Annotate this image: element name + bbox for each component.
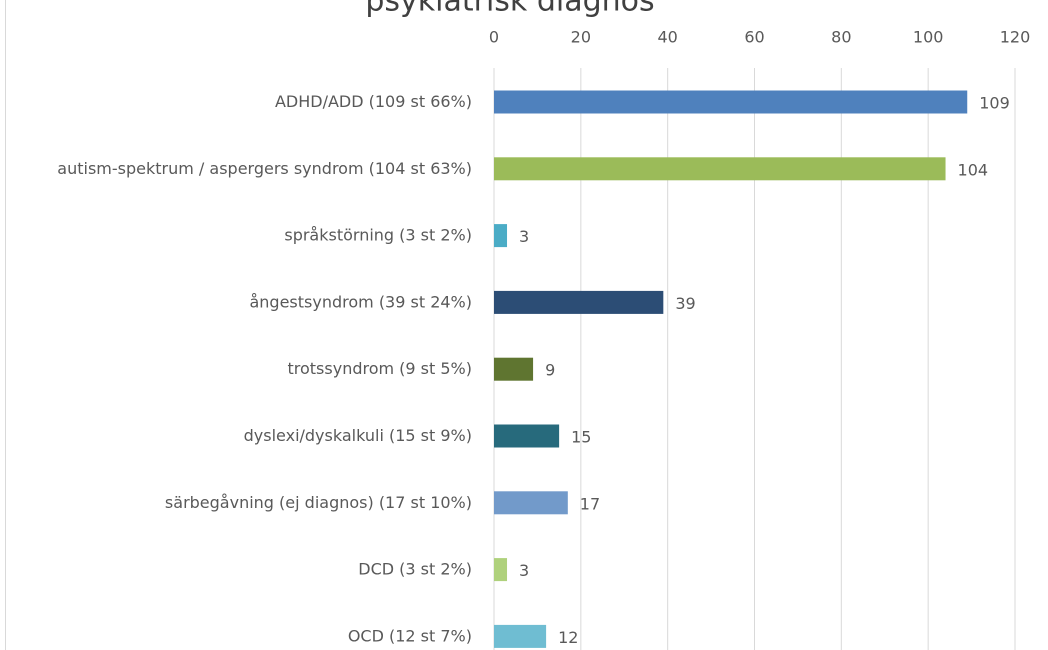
bar bbox=[494, 290, 664, 314]
x-tick-label: 60 bbox=[744, 28, 764, 47]
data-label: 3 bbox=[519, 227, 529, 246]
x-tick-label: 0 bbox=[489, 28, 499, 47]
bar bbox=[494, 424, 560, 448]
label-line: särbegåvning (ej diagnos) (17 st 10%) bbox=[165, 492, 472, 511]
bar bbox=[494, 90, 968, 114]
data-label: 15 bbox=[571, 428, 591, 447]
data-label: 39 bbox=[675, 294, 695, 313]
data-label: 109 bbox=[979, 94, 1010, 113]
x-tick-label: 20 bbox=[571, 28, 591, 47]
label-line: trotssyndrom (9 st 5%) bbox=[287, 359, 472, 378]
bar bbox=[494, 224, 508, 248]
label-line: ADHD/ADD (109 st 66%) bbox=[275, 92, 472, 111]
y-tick-label: OCD (12 st 7%) bbox=[348, 626, 472, 645]
y-tick-label: ADHD/ADD (109 st 66%) bbox=[275, 92, 472, 111]
y-tick-label: ångestsyndrom (39 st 24%) bbox=[249, 292, 472, 311]
data-label: 104 bbox=[958, 160, 989, 179]
y-tick-label: autism-spektrum / aspergers syndrom (104… bbox=[57, 158, 472, 177]
label-line: ångestsyndrom (39 st 24%) bbox=[249, 292, 472, 311]
bar bbox=[494, 357, 534, 381]
label-line: språkstörning (3 st 2%) bbox=[284, 225, 472, 244]
y-tick-label: dyslexi/dyskalkuli (15 st 9%) bbox=[244, 426, 472, 445]
x-tick-label: 120 bbox=[1000, 28, 1031, 47]
bar bbox=[494, 558, 508, 582]
label-line: autism-spektrum / aspergers syndrom (104… bbox=[57, 158, 472, 177]
bar bbox=[494, 624, 547, 648]
x-tick-label: 80 bbox=[831, 28, 851, 47]
x-tick-label: 100 bbox=[913, 28, 944, 47]
bar bbox=[494, 157, 946, 181]
label-line: dyslexi/dyskalkuli (15 st 9%) bbox=[244, 426, 472, 445]
data-label: 17 bbox=[580, 494, 600, 513]
label-line: DCD (3 st 2%) bbox=[358, 559, 472, 578]
y-tick-label: DCD (3 st 2%) bbox=[358, 559, 472, 578]
data-label: 12 bbox=[558, 628, 578, 647]
y-tick-label: trotssyndrom (9 st 5%) bbox=[287, 359, 472, 378]
chart-title: psykiatrisk diagnos bbox=[365, 0, 654, 19]
y-tick-label: språkstörning (3 st 2%) bbox=[284, 225, 472, 244]
y-tick-label: särbegåvning (ej diagnos) (17 st 10%) bbox=[165, 492, 472, 511]
bar bbox=[494, 491, 568, 515]
x-tick-label: 40 bbox=[657, 28, 677, 47]
data-label: 9 bbox=[545, 361, 555, 380]
data-label: 3 bbox=[519, 561, 529, 580]
label-line: OCD (12 st 7%) bbox=[348, 626, 472, 645]
